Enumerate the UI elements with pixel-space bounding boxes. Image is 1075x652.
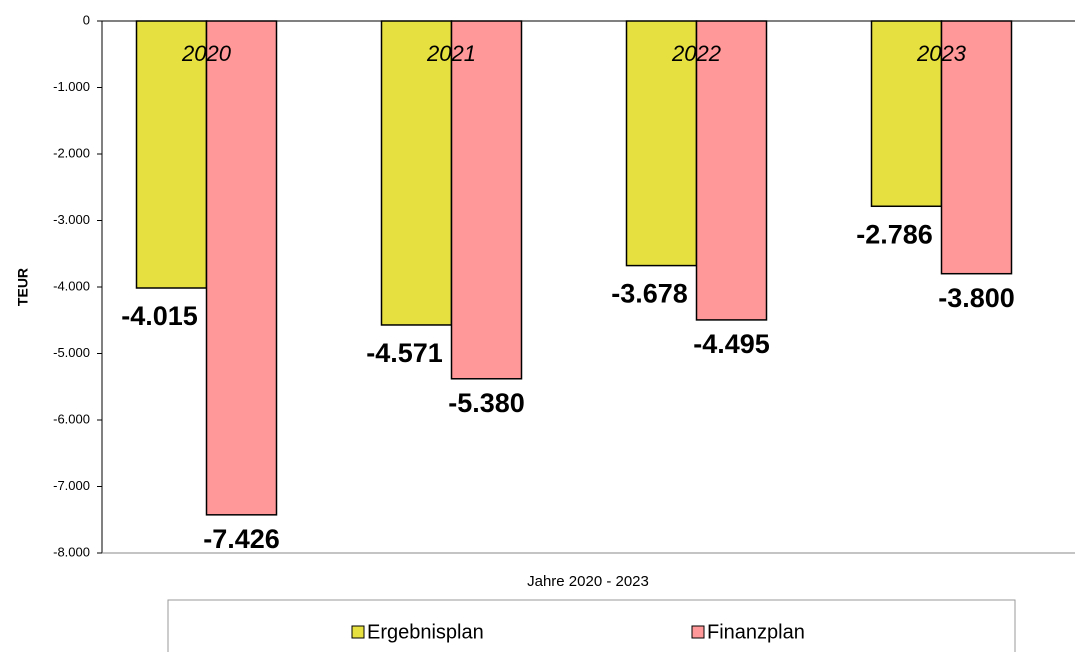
bar [380, 20, 453, 326]
y-tick-label: -3.000 [53, 212, 90, 227]
value-label: -2.786 [856, 219, 933, 249]
value-label: -3.678 [611, 279, 688, 309]
bar [450, 20, 523, 380]
value-label: -5.380 [448, 388, 525, 418]
value-label: -3.800 [938, 283, 1015, 313]
y-axis-title: TEUR [15, 268, 31, 306]
bar [205, 20, 278, 516]
y-tick-label: -1.000 [53, 79, 90, 94]
value-label: -4.571 [366, 338, 443, 368]
value-label: -4.015 [121, 301, 198, 331]
category-label: 2020 [181, 41, 232, 66]
y-tick-label: -6.000 [53, 411, 90, 426]
bar [695, 20, 768, 321]
y-tick-label: -2.000 [53, 145, 90, 160]
category-label: 2021 [426, 41, 476, 66]
legend-swatch [351, 625, 365, 639]
bar [625, 20, 698, 267]
y-tick-label: -4.000 [53, 278, 90, 293]
legend-label: Ergebnisplan [367, 621, 484, 643]
category-label: 2023 [916, 41, 967, 66]
legend-swatch [691, 625, 705, 639]
legend-box [167, 599, 1016, 652]
bar [135, 20, 208, 289]
y-tick-label: -8.000 [53, 544, 90, 559]
y-tick-label: -7.000 [53, 478, 90, 493]
y-tick-label: -5.000 [53, 345, 90, 360]
bar [940, 20, 1013, 275]
x-axis-title: Jahre 2020 - 2023 [527, 573, 649, 590]
value-label: -7.426 [203, 524, 280, 554]
legend-label: Finanzplan [707, 621, 805, 643]
value-label: -4.495 [693, 329, 770, 359]
bar [870, 20, 943, 208]
category-label: 2022 [671, 41, 721, 66]
y-tick-label: 0 [83, 12, 90, 27]
